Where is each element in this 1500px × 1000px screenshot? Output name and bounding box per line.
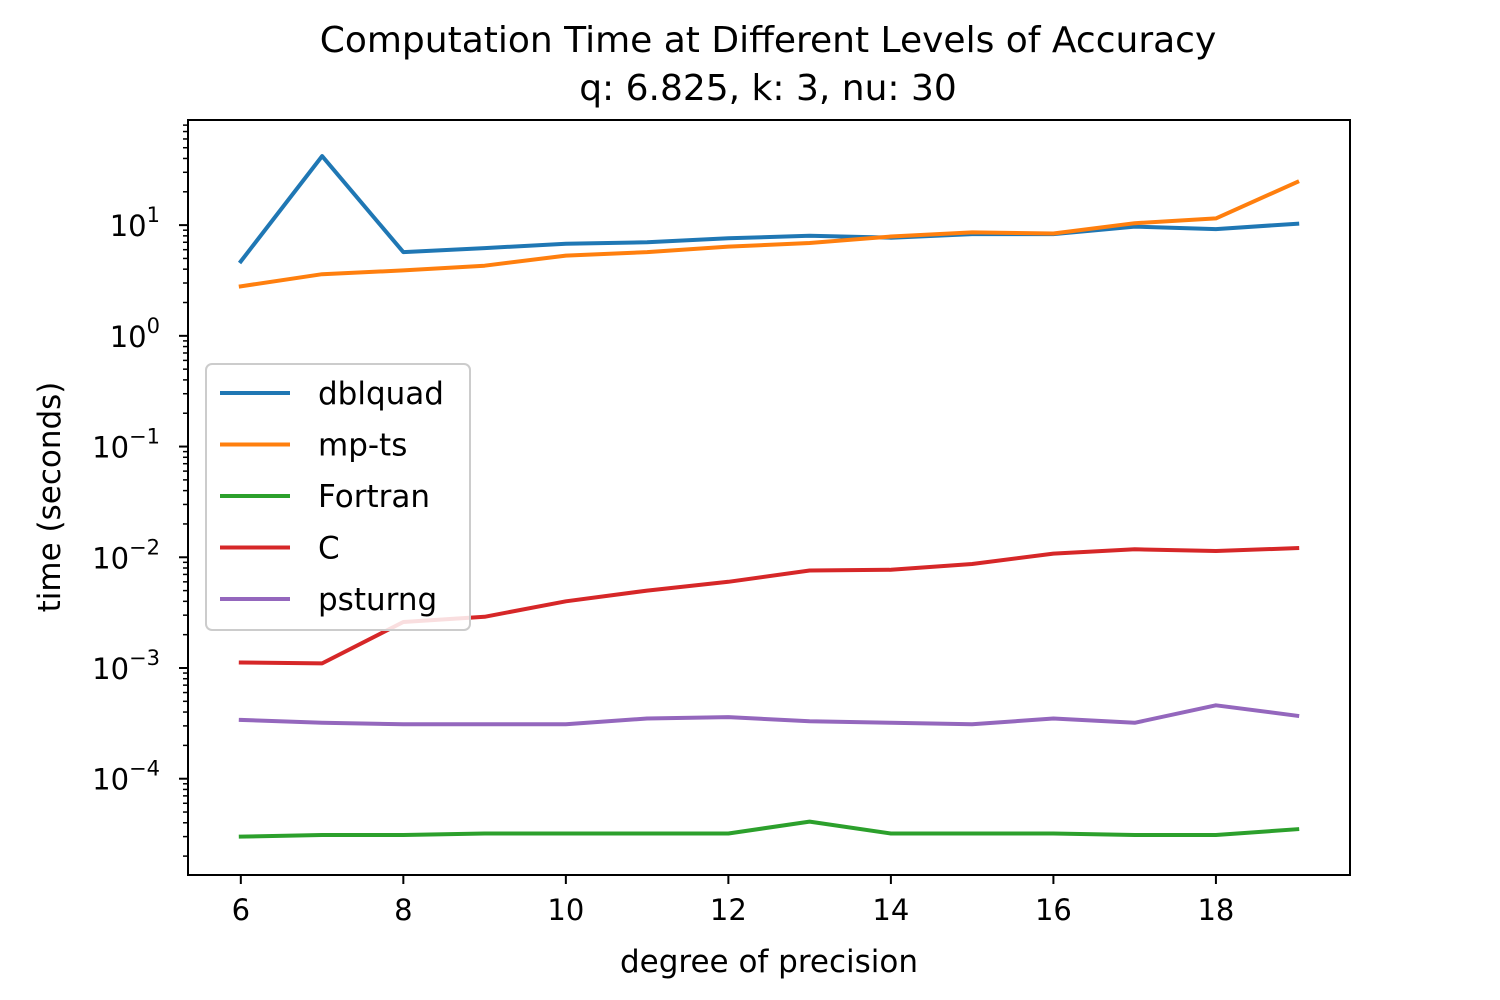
x-tick-label: 14: [872, 893, 909, 927]
x-tick-label: 12: [710, 893, 747, 927]
series-line-mp-ts: [238, 179, 1300, 289]
x-axis: 6 8 10 12 14 16 18: [232, 875, 1234, 927]
series-line-dblquad: [237, 154, 1300, 265]
y-tick-label: 10−3: [92, 646, 160, 686]
y-tick-label: 10−4: [92, 757, 160, 797]
y-tick-label: 10−1: [92, 425, 160, 465]
x-tick-label: 10: [547, 893, 584, 927]
x-axis-label: degree of precision: [620, 944, 918, 980]
x-tick-label: 16: [1035, 893, 1072, 927]
y-tick-label: 10−2: [92, 535, 160, 575]
y-axis-label: time (seconds): [32, 382, 68, 613]
chart-subtitle: q: 6.825, k: 3, nu: 30: [579, 68, 957, 109]
legend-label: C: [318, 531, 340, 567]
legend-label: psturng: [318, 582, 437, 618]
x-tick-label: 8: [394, 893, 412, 927]
legend-label: Fortran: [318, 479, 430, 515]
legend-frame: [205, 363, 471, 631]
y-axis: 10−4 10−3 10−2 10−1 100 101: [92, 124, 188, 857]
chart-title: Computation Time at Different Levels of …: [320, 20, 1217, 61]
legend-label: mp-ts: [318, 428, 407, 464]
plot-frame: [187, 119, 1351, 876]
legend-label: dblquad: [318, 376, 444, 412]
series-line-fortran: [238, 819, 1300, 839]
y-tick-label: 101: [110, 203, 160, 243]
y-tick-label: 100: [110, 314, 160, 354]
x-tick-label: 18: [1197, 893, 1234, 927]
series-line-psturng: [238, 703, 1300, 727]
x-tick-label: 6: [232, 893, 250, 927]
